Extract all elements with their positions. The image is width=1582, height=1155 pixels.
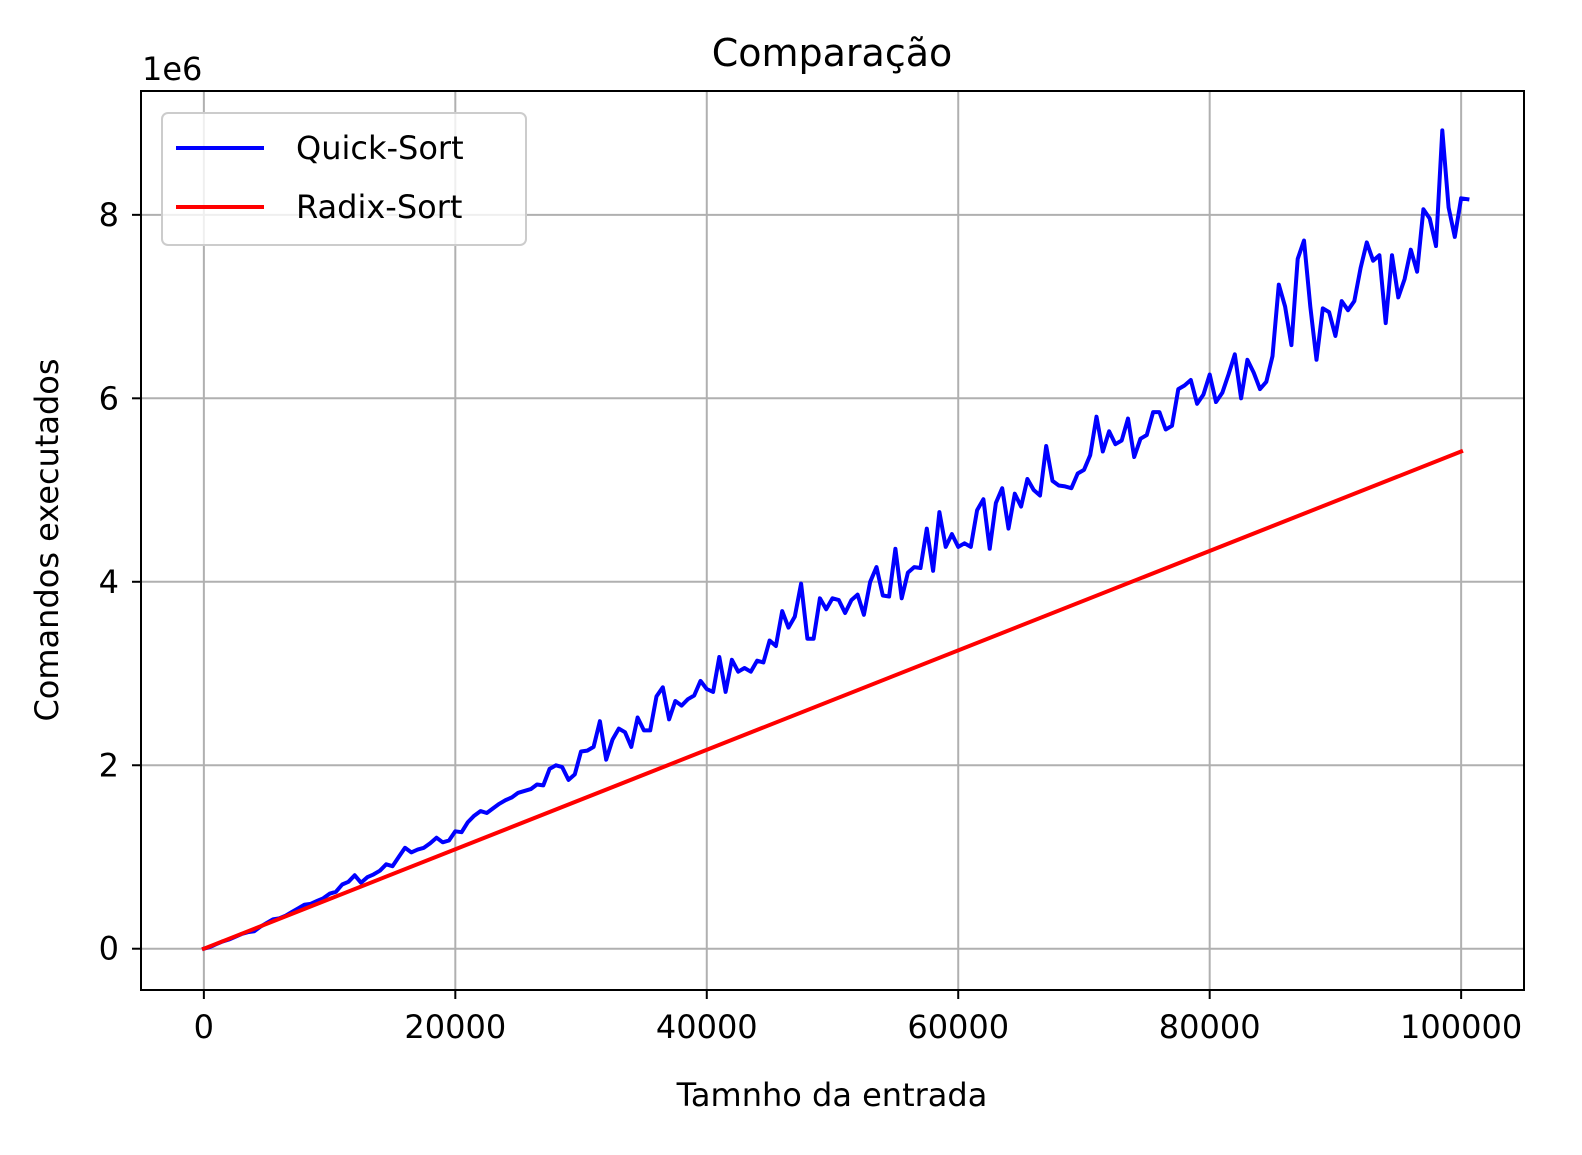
series-line-quick-sort xyxy=(201,128,1470,952)
x-tick-label: 80000 xyxy=(1159,1008,1261,1046)
y-tick-label: 6 xyxy=(99,379,119,417)
x-tick-label: 40000 xyxy=(656,1008,758,1046)
x-tick-label: 20000 xyxy=(404,1008,506,1046)
series-line-radix-sort xyxy=(201,448,1464,952)
axes-frame xyxy=(140,90,1525,991)
y-tick-label: 2 xyxy=(99,746,119,784)
x-tick-label: 100000 xyxy=(1400,1008,1522,1046)
x-axis: 0 20000 40000 60000 80000 100000 xyxy=(194,990,1522,1046)
y-tick-label: 8 xyxy=(99,196,119,234)
chart-title: Comparação xyxy=(712,31,953,75)
y-offset-label: 1e6 xyxy=(142,50,202,88)
x-tick-label: 60000 xyxy=(907,1008,1009,1046)
x-axis-title: Tamnho da entrada xyxy=(676,1076,988,1114)
legend: Quick-Sort Radix-Sort xyxy=(161,112,527,246)
y-axis: 0 2 4 6 8 xyxy=(99,196,141,968)
y-tick-label: 4 xyxy=(99,563,119,601)
legend-label-radix-sort: Radix-Sort xyxy=(296,188,462,226)
y-axis-title: Comandos executados xyxy=(28,358,66,721)
y-tick-label: 0 xyxy=(99,930,119,968)
x-tick-label: 0 xyxy=(194,1008,214,1046)
legend-label-quick-sort: Quick-Sort xyxy=(296,129,464,167)
plot-series xyxy=(201,128,1470,952)
